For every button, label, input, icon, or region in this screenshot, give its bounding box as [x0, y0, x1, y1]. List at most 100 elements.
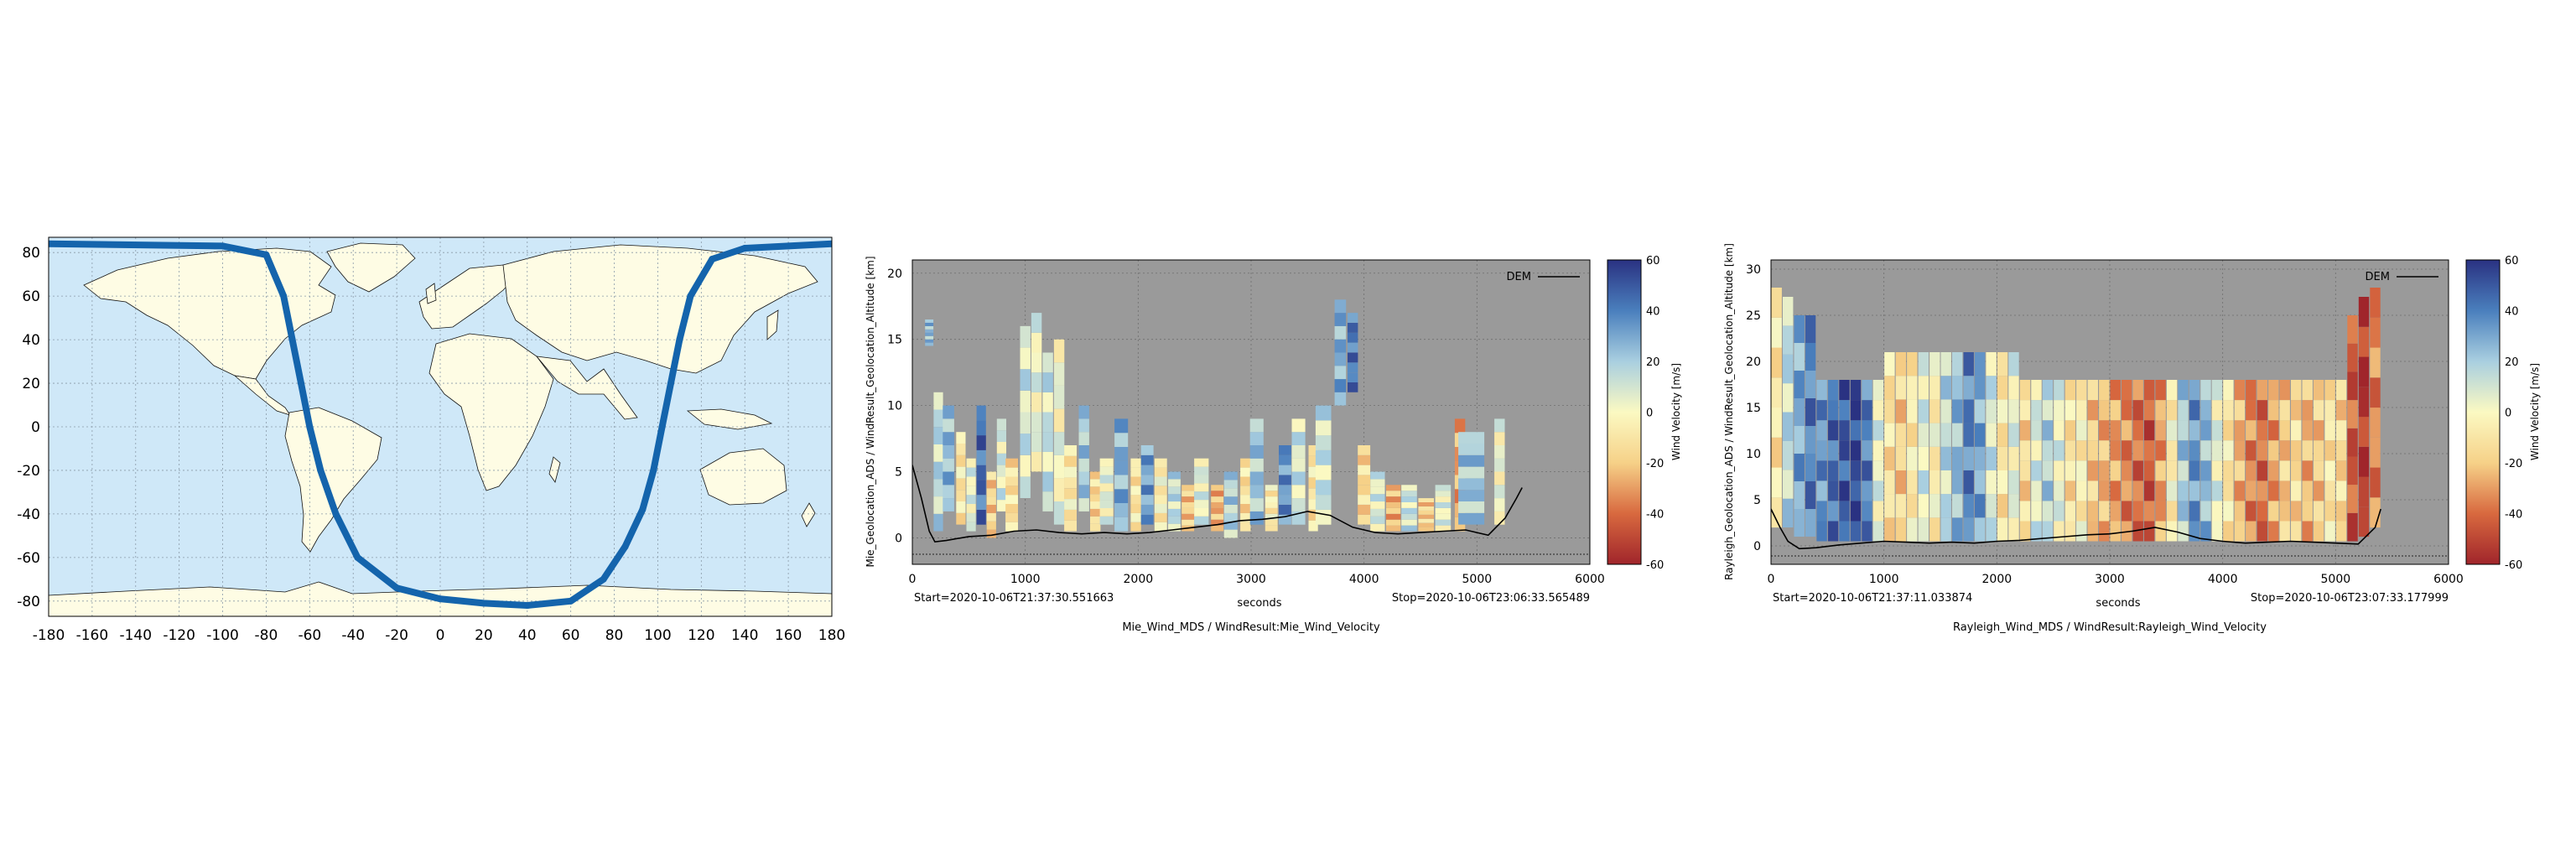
- rayleigh-colorbar: [2465, 259, 2501, 565]
- ray-heatmap-cell: [1963, 470, 1974, 495]
- mie-heatmap-cell: [966, 495, 976, 504]
- mie-heatmap-cell: [1020, 412, 1031, 434]
- mie-heatmap-cell: [1265, 496, 1278, 502]
- ray-heatmap-cell: [1918, 494, 1929, 518]
- mie-heatmap-cell: [1053, 339, 1065, 363]
- ray-heatmap-cell: [1974, 352, 1986, 376]
- mie-heatmap-cell: [1130, 467, 1141, 477]
- ray-y-tick-label: 5: [1753, 494, 1761, 507]
- mie-heatmap-cell: [1168, 494, 1181, 502]
- ray-heatmap-cell: [2064, 380, 2076, 401]
- ray-heatmap-cell: [1862, 440, 1872, 461]
- map-y-tick-label: 40: [22, 332, 40, 349]
- mie-heatmap-cell: [1348, 382, 1358, 392]
- mie-heatmap-cell: [986, 521, 996, 530]
- mie-heatmap-cell: [1308, 520, 1318, 532]
- ray-heatmap-cell: [2122, 460, 2132, 481]
- mie-heatmap-cell: [1211, 525, 1224, 532]
- ray-heatmap-cell: [2291, 440, 2302, 461]
- ray-heatmap-cell: [2279, 380, 2290, 401]
- ray-heatmap-cell: [1794, 398, 1805, 426]
- ray-heatmap-cell: [2076, 420, 2087, 441]
- mie-heatmap-cell: [1130, 504, 1141, 513]
- mie-heatmap-cells: [925, 299, 1505, 538]
- ray-heatmap-cell: [1929, 470, 1940, 495]
- ray-heatmap-cell: [2064, 480, 2076, 501]
- mie-heatmap-cell: [1005, 486, 1018, 496]
- mie-heatmap-cell: [1265, 507, 1278, 514]
- ray-heatmap-cell: [2076, 440, 2087, 461]
- ray-heatmap-cell: [2122, 380, 2132, 401]
- mie-heatmap-cell: [1020, 347, 1031, 370]
- ray-heatmap-cell: [2324, 501, 2335, 522]
- mie-heatmap-cell: [1090, 479, 1101, 487]
- ray-heatmap-cell: [1850, 501, 1862, 522]
- mie-heatmap-cell: [1182, 485, 1195, 491]
- ray-heatmap-cell: [2211, 420, 2223, 441]
- mie-heatmap-cell: [1334, 352, 1347, 366]
- mie-heatmap-cell: [996, 476, 1006, 489]
- mie-heatmap-cell: [1154, 495, 1167, 504]
- satellite-track-point: [297, 380, 304, 387]
- mie-heatmap-cell: [1182, 491, 1195, 497]
- ray-heatmap-cell: [1794, 315, 1805, 343]
- ray-heatmap-cell: [1805, 315, 1816, 343]
- mie-heatmap-cell: [976, 449, 986, 465]
- ray-heatmap-cell: [1862, 501, 1872, 522]
- satellite-track: [49, 240, 832, 610]
- mie-heatmap-cell: [1114, 446, 1129, 461]
- ray-heatmap-cell: [2008, 517, 2019, 542]
- ray-heatmap-cell: [2087, 521, 2098, 542]
- mie-heatmap-cell: [1211, 496, 1224, 502]
- ray-heatmap-cell: [1872, 420, 1884, 441]
- mie-heatmap-cell: [943, 418, 954, 433]
- mie-heatmap-cell: [1240, 512, 1251, 522]
- ray-heatmap-cell: [2223, 460, 2234, 481]
- ray-heatmap-cell: [1783, 354, 1794, 384]
- ray-heatmap-cell: [2370, 377, 2381, 408]
- ray-heatmap-cell: [1805, 481, 1816, 509]
- mie-heatmap-cell: [1194, 475, 1209, 484]
- mie-heatmap-cell: [976, 405, 986, 421]
- mie-heatmap-cell: [1370, 508, 1385, 517]
- ray-heatmap-cell: [2211, 440, 2223, 461]
- ray-heatmap-cell: [2155, 420, 2166, 441]
- ray-heatmap-cell: [1940, 494, 1951, 518]
- mie-colorbar-tick-label: 0: [1646, 408, 1653, 420]
- ray-heatmap-cell: [1907, 446, 1918, 470]
- ray-heatmap-cell: [2291, 501, 2302, 522]
- mie-x-tick-labels: 0 1000 2000 3000 4000 5000 6000: [909, 573, 1605, 586]
- ray-heatmap-cell: [2335, 480, 2347, 501]
- ray-heatmap-cell: [2246, 460, 2257, 481]
- ray-heatmap-cell: [2008, 352, 2019, 376]
- ray-heatmap-cell: [1816, 440, 1827, 461]
- ray-heatmap-cell: [1850, 380, 1862, 401]
- land-greenland: [326, 242, 416, 293]
- ray-heatmap-cell: [1986, 470, 1997, 495]
- ray-heatmap-cell: [1963, 446, 1974, 470]
- mie-heatmap-cell: [1265, 502, 1278, 508]
- ray-heatmap-cell: [1929, 423, 1940, 447]
- rayleigh-panel: DEM 0 5 10 15 20 25 30 0 1000 2000 3000 4000 5000 60…: [1723, 243, 2541, 634]
- ray-heatmap-cell: [2132, 480, 2143, 501]
- mie-heatmap-cell: [1386, 502, 1401, 508]
- ray-heatmap-cell: [2257, 501, 2267, 522]
- ray-heatmap-cell: [2166, 400, 2178, 421]
- mie-heatmap-cell: [1090, 523, 1101, 532]
- ray-heatmap-cell: [1771, 377, 1782, 408]
- ray-heatmap-cell: [2223, 521, 2234, 542]
- ray-heatmap-cell: [1805, 509, 1816, 537]
- ray-heatmap-cell: [2076, 400, 2087, 421]
- mie-heatmap-cell: [1042, 372, 1053, 392]
- ray-heatmap-cell: [2200, 521, 2211, 542]
- ray-heatmap-cell: [2313, 460, 2324, 481]
- ray-heatmap-cell: [1963, 352, 1974, 376]
- mie-heatmap-cell: [1458, 512, 1485, 525]
- ray-heatmap-cell: [2324, 521, 2335, 542]
- mie-heatmap-cell: [1249, 471, 1264, 486]
- map-x-tick-label: -60: [298, 627, 321, 644]
- ray-heatmap-cell: [2211, 380, 2223, 401]
- mie-heatmap-cell: [1265, 491, 1278, 497]
- mie-heatmap-cell: [925, 342, 934, 346]
- rayleigh-frame: [1770, 259, 2449, 565]
